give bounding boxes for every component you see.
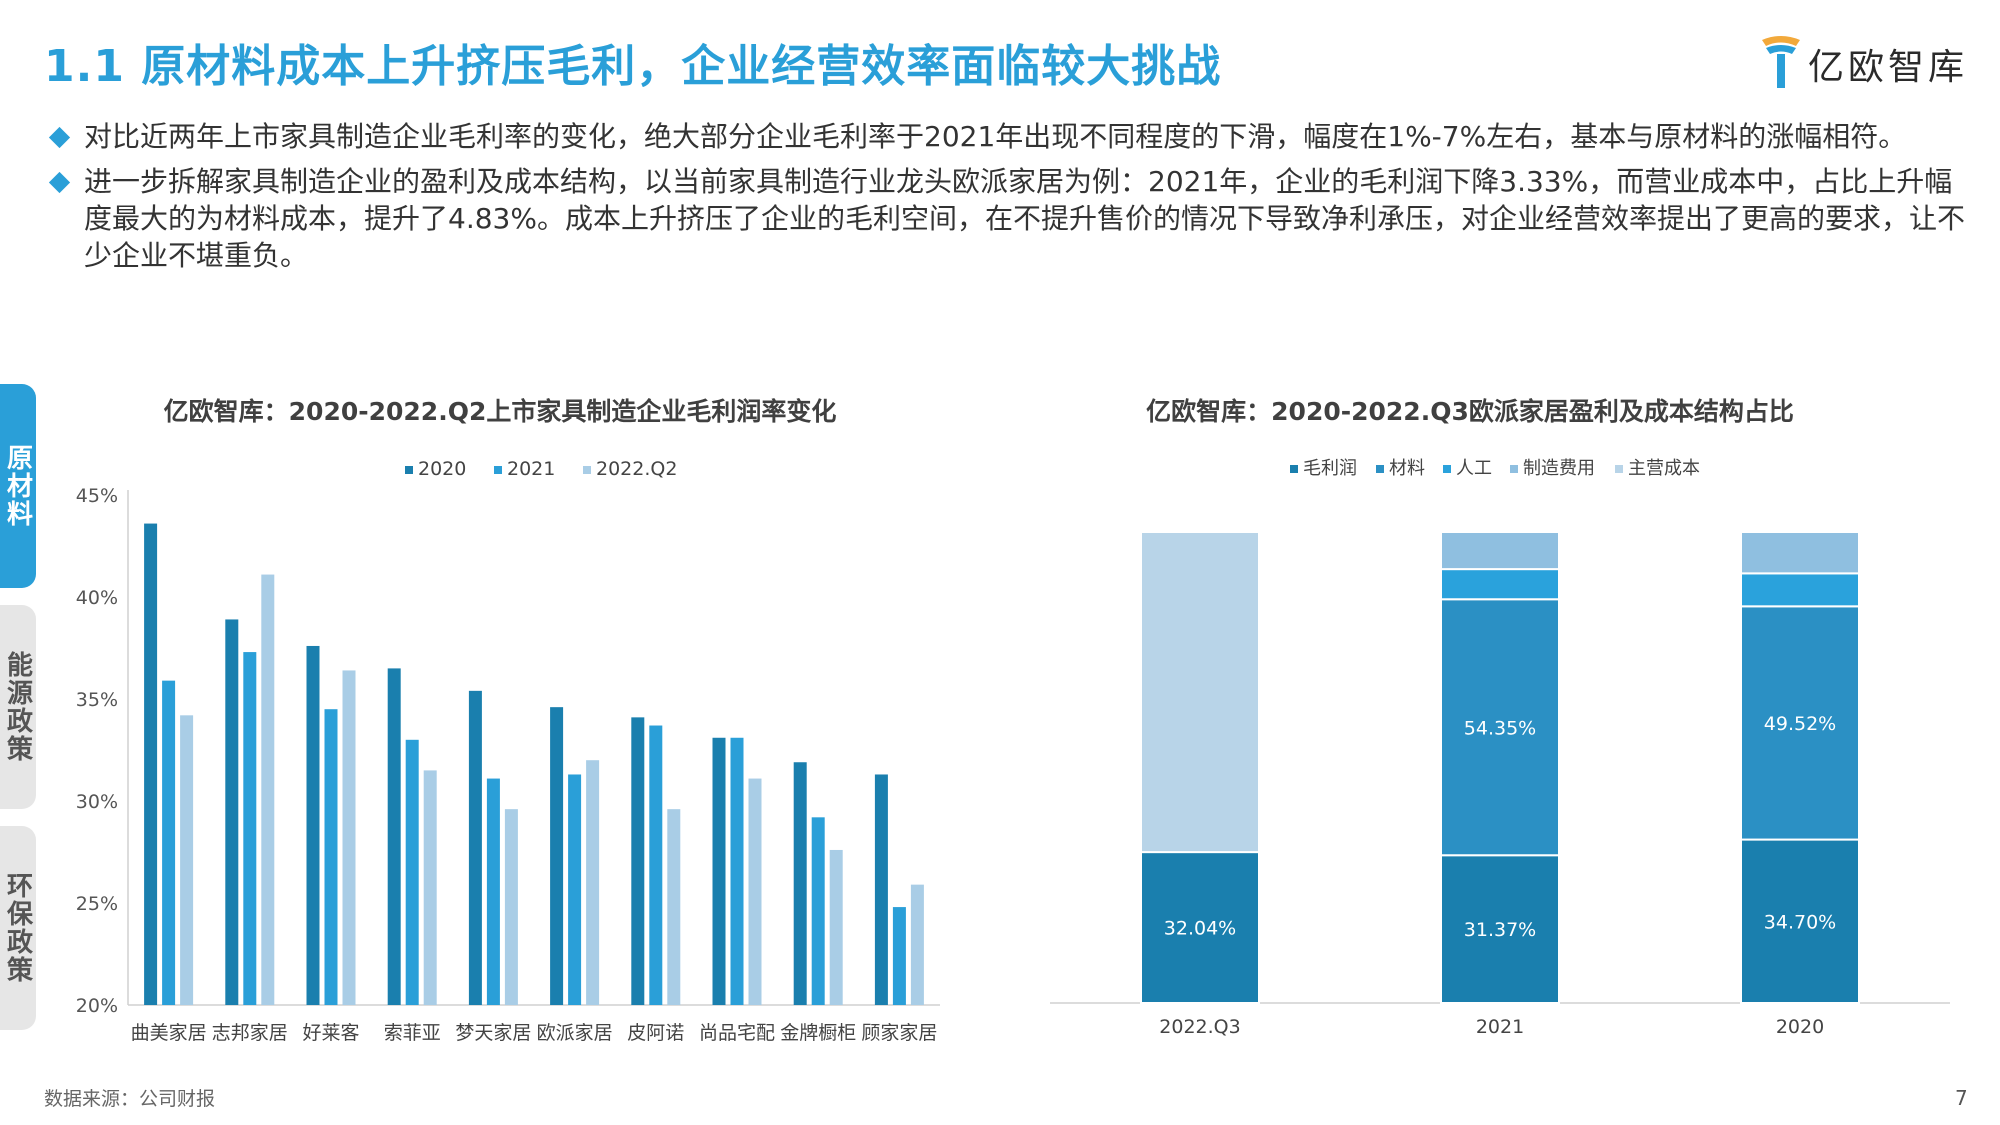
x-tick-label: 曲美家居	[131, 1022, 207, 1044]
bar-2021-尚品宅配	[730, 737, 744, 1005]
side-tab-raw-materials[interactable]: 原材料	[0, 384, 36, 588]
bar-2022.Q2-好莱客	[342, 670, 356, 1005]
legend-swatch	[1376, 465, 1384, 473]
segment-毛利润-2022.Q3	[1140, 851, 1260, 1005]
segment-人工-2021	[1440, 568, 1560, 601]
bar-2020-皮阿诺	[631, 717, 645, 1005]
segment-材料-2020	[1740, 605, 1860, 841]
segment-制造费用-2021	[1440, 531, 1560, 571]
segment-毛利润-2020	[1740, 838, 1860, 1004]
x-tick-label: 2021	[1476, 1016, 1524, 1038]
x-tick-label: 尚品宅配	[699, 1022, 775, 1044]
legend-label: 人工	[1456, 458, 1492, 479]
bullet-item: 进一步拆解家具制造企业的盈利及成本结构，以当前家具制造行业龙头欧派家居为例：20…	[48, 163, 1968, 274]
bar-2021-志邦家居	[243, 652, 257, 1005]
bullet-list: 对比近两年上市家具制造企业毛利率的变化，绝大部分企业毛利率于2021年出现不同程…	[48, 118, 1968, 282]
logo-text: 亿欧智库	[1808, 47, 1969, 88]
bar-2022.Q2-金牌橱柜	[829, 849, 843, 1005]
logo-mark-icon	[1762, 36, 1800, 88]
x-tick-label: 索菲亚	[384, 1022, 441, 1044]
legend-label: 材料	[1389, 458, 1425, 479]
legend-label: 2021	[507, 458, 555, 480]
bar-2022.Q2-尚品宅配	[748, 778, 762, 1005]
legend-swatch	[1290, 465, 1298, 473]
side-tab-energy-policy[interactable]: 能源政策	[0, 605, 36, 809]
bar-2021-好莱客	[324, 709, 338, 1005]
x-tick-label: 2020	[1776, 1016, 1824, 1038]
bar-2022.Q2-梦天家居	[504, 809, 518, 1005]
bar-2020-梦天家居	[468, 690, 482, 1005]
data-label: 31.37%	[1464, 919, 1536, 941]
bar-2021-皮阿诺	[649, 725, 663, 1005]
company-logo: 亿欧智库	[1756, 30, 1976, 92]
chart-1-title: 亿欧智库：2020-2022.Q2上市家具制造企业毛利润率变化	[163, 397, 837, 426]
data-label: 34.70%	[1764, 911, 1836, 933]
bar-2022.Q2-皮阿诺	[667, 809, 681, 1005]
y-tick-label: 40%	[76, 587, 118, 609]
bullet-text: 进一步拆解家具制造企业的盈利及成本结构，以当前家具制造行业龙头欧派家居为例：20…	[84, 165, 1965, 272]
x-tick-label: 皮阿诺	[627, 1022, 684, 1044]
bar-2022.Q2-欧派家居	[586, 760, 600, 1005]
data-label: 32.04%	[1164, 918, 1236, 940]
legend-swatch	[494, 466, 502, 474]
legend-label: 2022.Q2	[596, 458, 677, 480]
x-tick-label: 顾家家居	[861, 1022, 937, 1044]
x-tick-label: 2022.Q3	[1159, 1016, 1240, 1038]
bar-2022.Q2-曲美家居	[180, 715, 194, 1005]
x-tick-label: 欧派家居	[537, 1022, 613, 1044]
y-tick-label: 30%	[76, 791, 118, 813]
legend-label: 毛利润	[1303, 458, 1357, 479]
bar-2021-梦天家居	[486, 778, 500, 1005]
x-tick-label: 金牌橱柜	[780, 1022, 856, 1044]
bar-2022.Q2-顾家家居	[910, 884, 924, 1005]
legend-label: 主营成本	[1628, 458, 1700, 479]
bar-2020-好莱客	[306, 645, 320, 1005]
bar-2020-尚品宅配	[712, 737, 726, 1005]
y-tick-label: 35%	[76, 689, 118, 711]
gross-margin-bar-chart: 2020 2021 2022.Q2 20% 25% 30% 35% 40% 45% 曲美家居 志邦家…	[76, 458, 940, 1044]
bar-2022.Q2-志邦家居	[261, 574, 275, 1005]
legend-label: 制造费用	[1523, 458, 1595, 479]
bar-2020-顾家家居	[874, 774, 888, 1005]
bar-2020-欧派家居	[550, 707, 564, 1005]
data-label: 49.52%	[1764, 713, 1836, 735]
x-tick-label: 好莱客	[302, 1022, 359, 1044]
legend-swatch	[1615, 465, 1623, 473]
segment-主营成本-2022.Q3	[1140, 531, 1260, 854]
page-number: 7	[1955, 1086, 1968, 1110]
data-label: 54.35%	[1464, 717, 1536, 739]
legend-swatch	[1443, 465, 1451, 473]
y-tick-label: 20%	[76, 995, 118, 1017]
bar-2021-索菲亚	[405, 739, 419, 1005]
bar-2021-顾家家居	[892, 907, 906, 1005]
bar-2021-曲美家居	[162, 680, 176, 1005]
bar-2021-欧派家居	[568, 774, 582, 1005]
x-tick-label: 志邦家居	[212, 1022, 288, 1044]
bullet-item: 对比近两年上市家具制造企业毛利率的变化，绝大部分企业毛利率于2021年出现不同程…	[48, 118, 1968, 155]
segment-制造费用-2020	[1740, 531, 1860, 575]
page-title: 1.1 原材料成本上升挤压毛利，企业经营效率面临较大挑战	[44, 41, 1222, 92]
diamond-bullet-icon	[48, 126, 71, 149]
legend-label: 2020	[418, 458, 466, 480]
legend-swatch	[405, 466, 413, 474]
x-tick-label: 梦天家居	[455, 1022, 531, 1044]
segment-材料-2021	[1440, 598, 1560, 857]
legend-swatch	[1510, 465, 1518, 473]
y-tick-label: 25%	[76, 893, 118, 915]
bar-2020-索菲亚	[387, 668, 401, 1005]
legend-swatch	[583, 466, 591, 474]
segment-人工-2020	[1740, 572, 1860, 608]
bar-2022.Q2-索菲亚	[423, 770, 437, 1005]
diamond-bullet-icon	[48, 171, 71, 194]
bar-2021-金牌橱柜	[811, 817, 825, 1005]
bar-2020-金牌橱柜	[793, 762, 807, 1005]
bar-2020-志邦家居	[225, 619, 239, 1005]
bullet-text: 对比近两年上市家具制造企业毛利率的变化，绝大部分企业毛利率于2021年出现不同程…	[84, 120, 1907, 153]
y-tick-label: 45%	[76, 485, 118, 507]
chart-2-title: 亿欧智库：2020-2022.Q3欧派家居盈利及成本结构占比	[1146, 397, 1794, 426]
bar-2020-曲美家居	[144, 523, 158, 1005]
data-source-note: 数据来源：公司财报	[44, 1088, 216, 1110]
side-tab-environmental-policy[interactable]: 环保政策	[0, 826, 36, 1030]
cost-structure-stacked-chart: 毛利润 材料 人工 制造费用 主营成本 32.04% 2022.Q3 31.37% 54.35%…	[1050, 458, 1950, 1038]
